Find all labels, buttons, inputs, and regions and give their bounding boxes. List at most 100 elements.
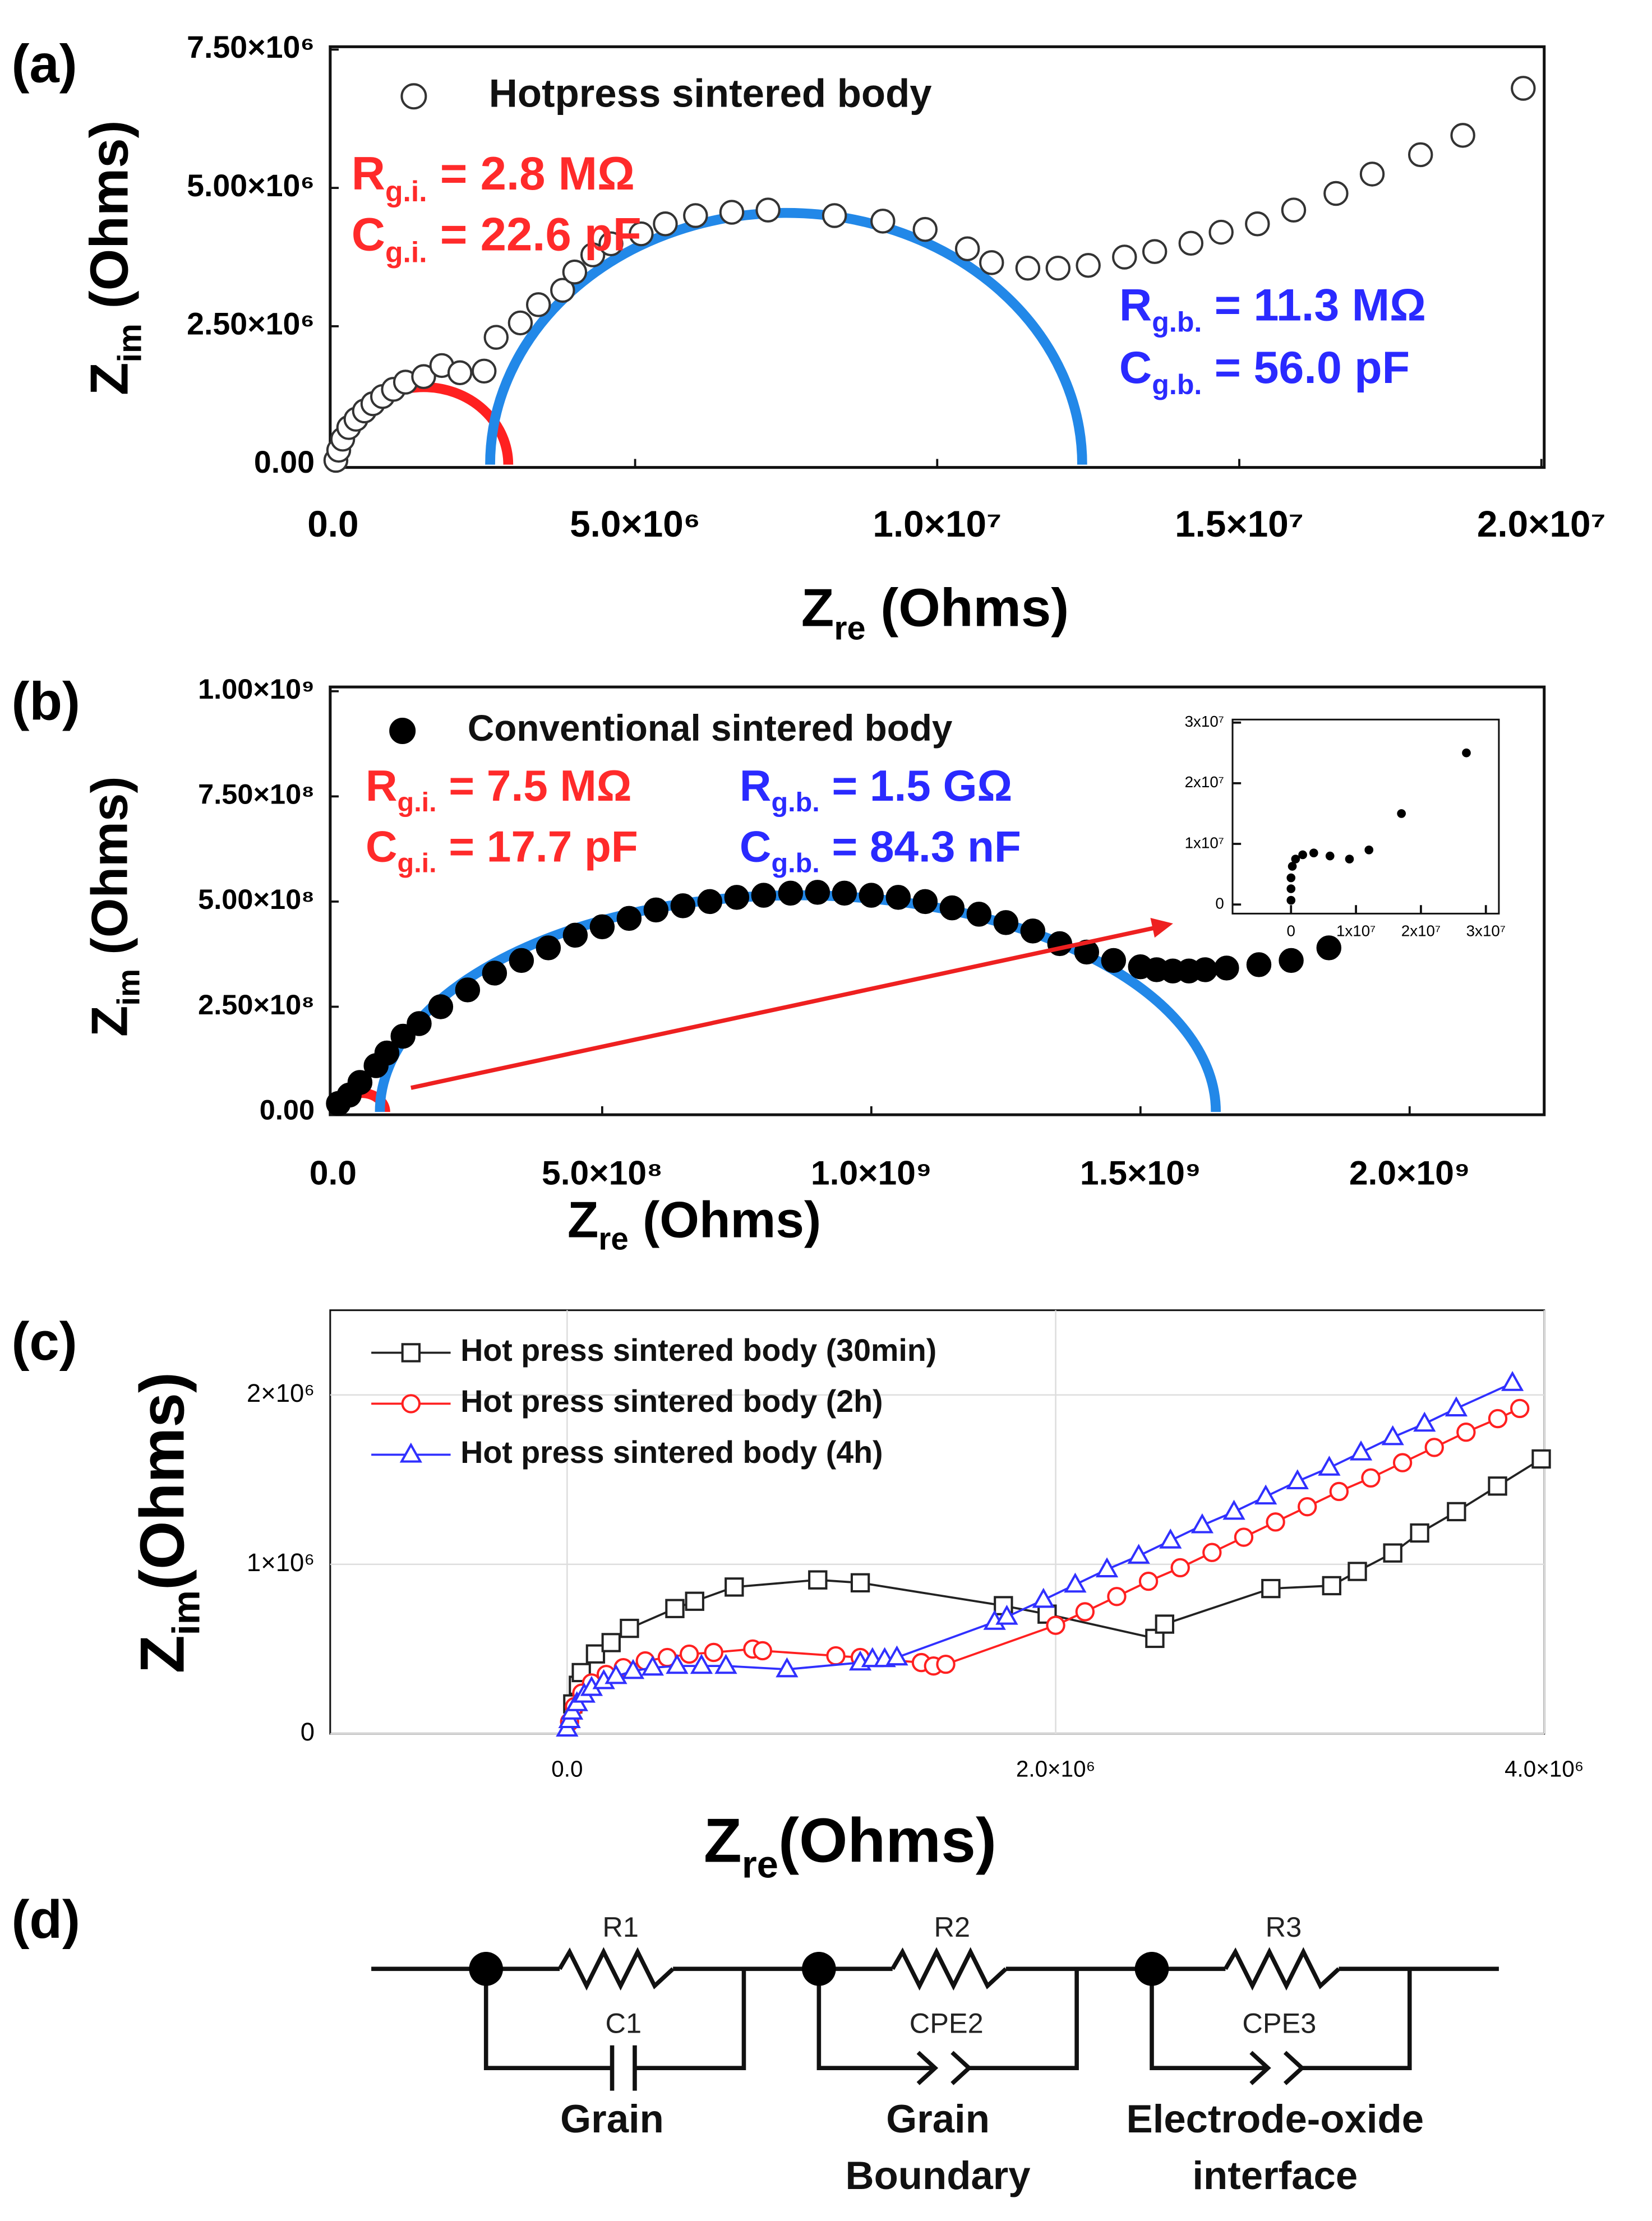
x-tick-label: 2.0×10⁶: [1016, 1756, 1095, 1781]
label-sub: g.i.: [398, 787, 437, 818]
series-line: [571, 1458, 1542, 1705]
label-sub: g.i.: [385, 174, 427, 207]
marker: [683, 203, 708, 228]
label-sub: g.b.: [1152, 369, 1202, 400]
annotation: Rg.i. = 7.5 MΩ: [366, 761, 632, 818]
arrow: [410, 924, 1162, 1090]
x-tick-label: 0.0: [307, 504, 358, 544]
y-tick-label: 7.50×10⁸: [198, 778, 315, 810]
branch: [1150, 1969, 1412, 2070]
marker: [1450, 123, 1475, 148]
marker: [751, 883, 777, 908]
element-label: CPE3: [1242, 2007, 1316, 2039]
marker: [1309, 848, 1318, 858]
x-tick-label: 2x10⁷: [1401, 922, 1441, 940]
marker: [670, 893, 696, 918]
marker: [1488, 1409, 1508, 1429]
legend-label: Hot press sintered body (30min): [460, 1333, 936, 1368]
marker: [753, 1641, 773, 1661]
marker: [1322, 1576, 1341, 1596]
marker: [472, 358, 497, 384]
label-rest: (Ohms): [629, 1192, 822, 1249]
marker: [1159, 1529, 1182, 1549]
marker: [1511, 76, 1536, 101]
annotation: Cg.i. = 22.6 pF: [352, 208, 642, 268]
marker: [1345, 855, 1354, 864]
label-rest: (Ohms): [81, 776, 138, 969]
annotation: Cg.b. = 84.3 nF: [740, 821, 1021, 878]
node: [802, 1952, 836, 1986]
marker: [604, 1664, 627, 1684]
panel-label: (d): [11, 1890, 80, 1950]
marker: [1413, 1411, 1436, 1432]
resistor: [557, 1947, 675, 1991]
label-rest: = 56.0 pF: [1202, 343, 1410, 393]
marker: [1286, 1469, 1309, 1489]
marker: [1046, 1615, 1065, 1635]
x-tick-label: 5.0×10⁶: [570, 504, 700, 544]
node: [1134, 1952, 1169, 1986]
marker: [822, 203, 847, 228]
label-main: Z: [704, 1806, 742, 1876]
label-main: Z: [80, 362, 140, 395]
label-main: R: [1119, 280, 1152, 331]
y-tick-label: 2.50×10⁸: [198, 989, 315, 1021]
panel-label: (b): [11, 671, 80, 731]
label-sub: g.b.: [771, 848, 819, 879]
marker: [1318, 1456, 1341, 1476]
marker: [1488, 1476, 1507, 1496]
marker: [1032, 1587, 1055, 1608]
inset-background: [1233, 719, 1499, 914]
marker: [1127, 1544, 1150, 1564]
fit-arc: [485, 207, 1087, 465]
marker: [1075, 1602, 1095, 1622]
label-sub: im: [111, 324, 149, 362]
marker: [1325, 851, 1335, 861]
resistor-label: R3: [1266, 1911, 1302, 1943]
resistor-label: R1: [602, 1911, 639, 1943]
resistor: [1224, 1947, 1341, 1991]
marker: [1214, 955, 1239, 981]
label-main: C: [366, 821, 398, 871]
y-tick-label: 0.00: [260, 1093, 315, 1125]
marker: [616, 906, 642, 931]
legend-label: Conventional sintered body: [468, 708, 953, 749]
marker: [936, 1654, 956, 1674]
marker: [525, 292, 551, 317]
marker: [1381, 1425, 1404, 1446]
marker: [704, 1642, 723, 1663]
marker: [1364, 845, 1374, 855]
y-axis-title: Zim(Ohms): [127, 1372, 207, 1673]
marker: [1424, 1438, 1444, 1457]
marker: [1076, 253, 1101, 278]
marker: [1531, 1449, 1551, 1469]
marker: [390, 1023, 416, 1049]
label-main: C: [740, 821, 772, 871]
x-tick-label: 2.0×10⁷: [1477, 504, 1606, 544]
marker: [995, 1605, 1018, 1625]
marker: [885, 1645, 908, 1666]
y-tick-label: 5.00×10⁶: [187, 168, 315, 203]
marker: [1020, 918, 1046, 944]
marker: [1359, 161, 1385, 187]
x-tick-label: 2.0×10⁹: [1349, 1154, 1470, 1192]
legend-label: Hot press sintered body (2h): [460, 1384, 883, 1419]
label-main: Z: [81, 1006, 138, 1037]
marker: [1392, 1453, 1413, 1472]
branch: [816, 1969, 1079, 2070]
element-caption: interface: [1192, 2153, 1358, 2197]
marker: [755, 197, 781, 223]
label-main: Z: [127, 1635, 197, 1673]
marker: [455, 977, 481, 1003]
marker: [589, 914, 615, 940]
x-tick-label: 4.0×10⁶: [1505, 1756, 1584, 1781]
marker: [1456, 1423, 1476, 1442]
marker: [1155, 1614, 1175, 1634]
x-tick-label: 1.0×10⁹: [811, 1154, 932, 1192]
marker: [1112, 244, 1137, 270]
marker: [629, 221, 654, 247]
y-tick-label: 3x10⁷: [1185, 713, 1224, 730]
marker: [1192, 957, 1218, 982]
marker: [1095, 1557, 1119, 1578]
y-tick-label: 2.50×10⁶: [187, 307, 315, 341]
